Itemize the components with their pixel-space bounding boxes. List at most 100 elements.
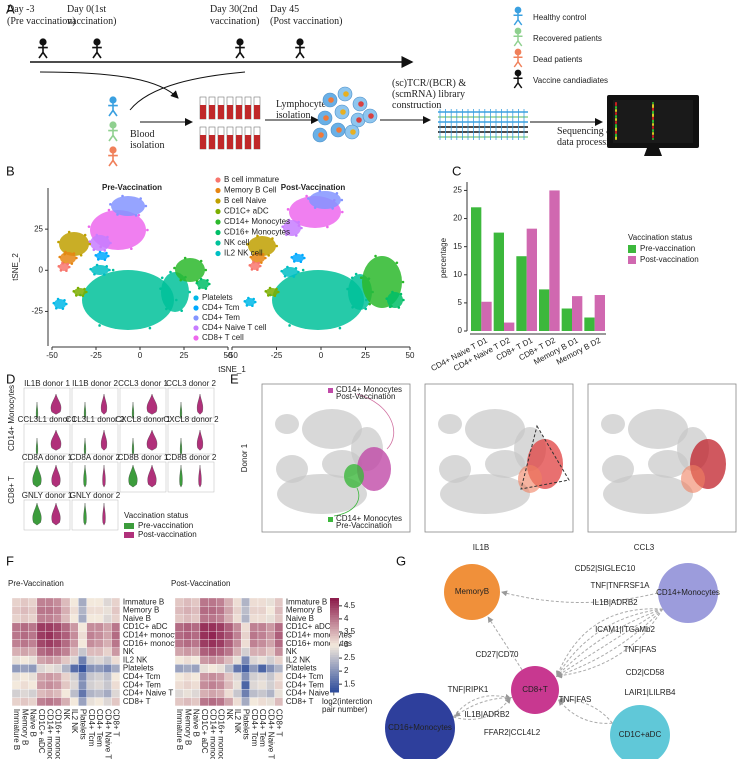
legend-swatch bbox=[215, 229, 221, 236]
screen-dot bbox=[652, 124, 654, 126]
legend-swatch bbox=[193, 325, 199, 331]
violin-title: CCL3L1 donor 2 bbox=[66, 415, 125, 424]
cell-cloud bbox=[485, 450, 525, 478]
heat-cell bbox=[61, 597, 71, 607]
heat-cell bbox=[274, 606, 284, 615]
heat-cell bbox=[11, 680, 21, 690]
step-label-line: construction bbox=[392, 100, 441, 111]
cluster-speck bbox=[103, 258, 107, 262]
cluster-speck bbox=[252, 260, 255, 264]
heat-cell bbox=[241, 655, 250, 665]
cluster-speck bbox=[248, 264, 252, 267]
y-tick-label: 5 bbox=[458, 298, 463, 307]
cluster-speck bbox=[57, 240, 60, 244]
colorbar-step bbox=[330, 637, 339, 641]
heat-cell bbox=[11, 597, 21, 607]
cluster-speck bbox=[98, 324, 101, 327]
cluster-speck bbox=[340, 198, 344, 202]
heat-cell bbox=[257, 614, 267, 624]
heat-cell bbox=[232, 622, 242, 632]
heat-cell bbox=[232, 647, 242, 657]
violin bbox=[35, 401, 39, 420]
heat-cell bbox=[111, 631, 121, 640]
post-region bbox=[357, 447, 391, 491]
heat-cell bbox=[241, 622, 250, 632]
cluster-speck bbox=[197, 286, 201, 290]
heat-cell bbox=[232, 639, 242, 648]
violin-title: GNLY donor 1 bbox=[22, 491, 73, 500]
heat-cell bbox=[103, 647, 112, 657]
screen-dot bbox=[652, 121, 654, 123]
cluster-speck bbox=[326, 225, 329, 229]
body bbox=[108, 153, 118, 167]
step-label-line: isolation bbox=[130, 140, 164, 151]
timeline-label-line: Day 30(2nd bbox=[210, 4, 258, 15]
cluster-speck bbox=[160, 276, 164, 280]
heat-cell bbox=[174, 606, 184, 615]
cluster-speck bbox=[331, 207, 334, 210]
heat-cell bbox=[216, 655, 225, 665]
heat-cell bbox=[183, 606, 192, 615]
person-icon bbox=[108, 96, 118, 117]
cluster-speck bbox=[292, 275, 296, 278]
heat-cell bbox=[61, 622, 71, 632]
heat-cell bbox=[11, 606, 21, 615]
colorbar-step bbox=[330, 623, 339, 627]
heat-cell bbox=[174, 622, 184, 632]
violin bbox=[50, 393, 62, 415]
cluster-speck bbox=[297, 270, 300, 274]
cluster-speck bbox=[267, 254, 270, 257]
edge-label: LAIR1|LILRB4 bbox=[625, 688, 677, 697]
bar bbox=[549, 190, 560, 331]
cluster-speck bbox=[290, 256, 294, 259]
y-axis-label: tSNE_2 bbox=[11, 253, 20, 281]
heat-cell bbox=[274, 672, 284, 682]
edge bbox=[557, 696, 613, 724]
heat-cell bbox=[61, 639, 71, 648]
legend-label: CD1C+ aDC bbox=[224, 207, 269, 216]
heat-cell bbox=[232, 606, 242, 615]
heat-cell bbox=[45, 664, 54, 673]
heat-cell bbox=[86, 606, 96, 615]
violin-title: IL1B donor 1 bbox=[24, 379, 70, 388]
colorbar-step bbox=[330, 640, 339, 644]
heat-cell bbox=[266, 655, 275, 665]
heat-cell bbox=[257, 680, 267, 690]
heat-cell bbox=[232, 655, 242, 665]
heat-cell bbox=[45, 689, 54, 698]
heat-cell bbox=[249, 697, 259, 707]
colorbar-step bbox=[330, 628, 339, 632]
heat-cell bbox=[274, 664, 284, 673]
col-label: CD8+ T bbox=[275, 709, 284, 737]
heat-cell bbox=[11, 655, 21, 665]
legend-swatch bbox=[215, 198, 221, 204]
edge-label: CD2|CD58 bbox=[626, 668, 665, 677]
legend-label: Post-vaccination bbox=[640, 255, 699, 264]
heat-cell bbox=[86, 647, 96, 657]
heat-cell bbox=[78, 655, 87, 665]
legend-swatch bbox=[215, 250, 221, 257]
col-label: CD1C+ aDC bbox=[200, 709, 209, 754]
heat-cell bbox=[53, 614, 62, 624]
swatch bbox=[328, 388, 333, 393]
colorbar-step bbox=[330, 630, 339, 634]
cell-cloud bbox=[440, 474, 530, 514]
heat-cell bbox=[53, 655, 62, 665]
legend-swatch bbox=[215, 187, 221, 194]
cluster-speck bbox=[72, 290, 76, 293]
bar bbox=[504, 322, 515, 331]
heat-cell bbox=[224, 672, 234, 682]
heat-cell bbox=[103, 672, 112, 682]
row-label: CD8+ T bbox=[123, 697, 151, 706]
cluster-speck bbox=[93, 272, 96, 276]
heat-cell bbox=[224, 622, 234, 632]
heat-cell bbox=[174, 639, 184, 648]
heat-cell bbox=[20, 680, 29, 690]
heat-cell bbox=[111, 689, 121, 698]
heat-cell bbox=[78, 639, 87, 648]
heat-cell bbox=[11, 639, 21, 648]
cluster-speck bbox=[146, 228, 149, 232]
violin-panel bbox=[167, 387, 215, 419]
heat-cell bbox=[86, 622, 96, 632]
cluster-speck bbox=[247, 296, 250, 300]
